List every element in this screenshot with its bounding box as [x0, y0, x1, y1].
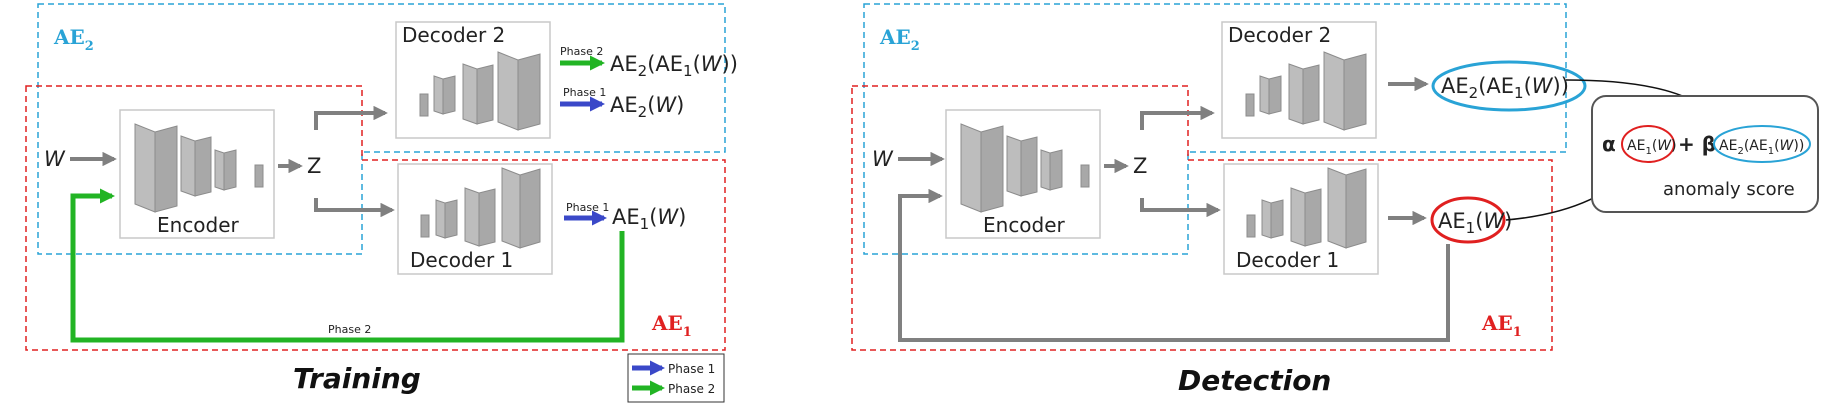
det-decoder1-label: Decoder 1: [1236, 248, 1339, 272]
det-ae2-ellipse: [1431, 60, 1587, 112]
output-ae2: AE2(W): [610, 93, 684, 121]
phase1-small-label-d1: Phase 1: [566, 201, 609, 214]
training-caption: Training: [293, 362, 421, 395]
score-ae1-ellipse: [1621, 125, 1675, 163]
decoder1-label: Decoder 1: [410, 248, 513, 272]
det-feedback-loop: [898, 188, 1450, 342]
anomaly-score-box: α AE1(W) + β AE2(AE1(W)) anomaly score: [1591, 95, 1819, 213]
ae2-region: [37, 3, 726, 255]
phase2-feedback-loop: [70, 188, 625, 343]
phase1-small-label: Phase 1: [563, 86, 606, 99]
det-ae1-region: [851, 85, 1553, 351]
det-z-to-decoder2-arrow: [1140, 105, 1215, 130]
det-input-w: W: [872, 147, 894, 171]
decoder2-label: Decoder 2: [402, 23, 505, 47]
score-ae2-ellipse: [1713, 125, 1811, 163]
z-to-decoder2-arrow: [314, 105, 388, 130]
ae2-label: AE2: [53, 25, 94, 54]
det-latent-z: Z: [1133, 154, 1147, 178]
score-alpha: α: [1602, 132, 1616, 156]
det-decoder1-box: Decoder 1: [1223, 163, 1379, 275]
detection-caption: Detection: [1178, 364, 1331, 397]
det-encoder-box: Encoder: [945, 109, 1101, 239]
latent-z: Z: [307, 154, 321, 178]
score-term-ae2: AE2(AE1(W)): [1719, 138, 1804, 157]
encoder-box: Encoder: [119, 109, 275, 239]
ae1-label: AE1: [651, 311, 692, 340]
legend-phase2-label: Phase 2: [668, 382, 715, 396]
training-panel: AE2 AE1 W Encoder Z: [25, 3, 738, 395]
anomaly-score-label: anomaly score: [1663, 179, 1795, 200]
det-ae2-region: [863, 3, 1567, 255]
det-decoder2-label: Decoder 2: [1228, 23, 1331, 47]
score-term-ae1: AE1(W): [1627, 138, 1677, 157]
det-ae2-label: AE2: [879, 25, 920, 54]
det-output-ae1: AE1(W): [1438, 209, 1512, 237]
decoder1-box: Decoder 1: [397, 163, 553, 275]
encoder-label: Encoder: [157, 213, 240, 237]
det-ae1-ellipse: [1430, 196, 1506, 244]
phase2-feedback-label: Phase 2: [328, 323, 371, 336]
legend-phase1-label: Phase 1: [668, 362, 715, 376]
det-ae1-label: AE1: [1481, 311, 1522, 340]
output-ae2-ae1: AE2(AE1(W)): [610, 52, 738, 80]
ae1-region: [25, 85, 726, 351]
det-encoder-label: Encoder: [983, 213, 1066, 237]
input-w: W: [44, 147, 66, 171]
phase-legend: Phase 1 Phase 2: [627, 353, 725, 403]
decoder2-box: Decoder 2: [395, 21, 551, 139]
det-z-to-decoder1-arrow: [1140, 198, 1221, 218]
phase2-small-label: Phase 2: [560, 45, 603, 58]
score-plus-beta: + β: [1678, 132, 1716, 156]
det-output-ae2-ae1: AE2(AE1(W)): [1441, 74, 1569, 102]
output-ae1: AE1(W): [612, 205, 686, 233]
det-decoder2-box: Decoder 2: [1221, 21, 1377, 139]
detection-panel: AE2 AE1 W Encoder Z: [851, 3, 1819, 397]
z-to-decoder1-arrow: [314, 198, 395, 218]
